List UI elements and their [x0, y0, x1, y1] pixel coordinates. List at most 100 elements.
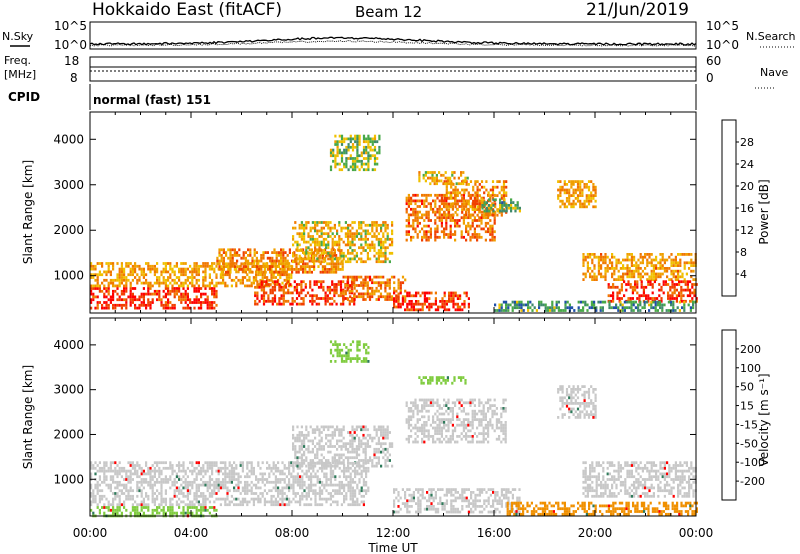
data-cell — [365, 483, 368, 487]
data-cell — [230, 494, 233, 498]
data-cell — [483, 185, 486, 189]
data-cell — [493, 219, 496, 222]
data-cell — [211, 262, 214, 265]
data-cell — [200, 466, 203, 470]
data-cell — [281, 469, 284, 473]
data-cell — [362, 286, 365, 290]
data-cell — [655, 272, 658, 276]
data-cell — [189, 276, 192, 279]
data-cell — [292, 489, 295, 493]
data-cell — [576, 199, 580, 203]
data-cell — [648, 261, 651, 265]
data-cell — [202, 494, 205, 498]
data-cell — [282, 288, 285, 292]
data-cell — [625, 283, 628, 286]
data-cell — [263, 267, 266, 271]
data-cell — [358, 246, 361, 250]
data-cell — [171, 289, 174, 293]
data-cell — [633, 258, 636, 262]
data-cell — [538, 303, 541, 307]
data-cell — [397, 286, 400, 290]
data-cell — [672, 306, 675, 310]
data-cell — [338, 243, 341, 247]
data-cell — [258, 259, 261, 263]
data-cell — [158, 492, 161, 495]
data-cell — [445, 197, 448, 200]
data-cell — [294, 240, 297, 244]
data-cell — [134, 472, 137, 476]
data-cell — [360, 221, 363, 224]
data-cell — [109, 295, 112, 299]
data-cell — [222, 478, 225, 481]
data-cell — [449, 227, 452, 231]
data-cell — [666, 269, 669, 273]
data-cell — [298, 223, 301, 227]
data-cell — [441, 305, 444, 309]
data-cell — [96, 303, 99, 307]
data-cell — [675, 299, 678, 303]
data-cell — [272, 500, 275, 504]
data-cell — [169, 289, 172, 293]
data-cell — [570, 202, 573, 206]
data-cell — [465, 227, 468, 231]
data-cell — [244, 489, 247, 493]
data-cell — [324, 251, 327, 254]
data-cell — [107, 267, 110, 271]
data-cell — [692, 264, 695, 267]
data-cell — [180, 292, 183, 296]
data-cell — [650, 258, 653, 262]
data-cell — [591, 253, 594, 256]
data-cell — [116, 276, 119, 279]
data-cell — [637, 267, 640, 270]
data-cell — [622, 264, 625, 267]
data-cell — [131, 494, 134, 498]
data-cell — [129, 486, 132, 490]
data-cell — [351, 157, 355, 160]
data-cell — [241, 500, 244, 504]
data-cell — [186, 267, 189, 271]
data-cell — [469, 224, 472, 228]
data-cell — [362, 237, 365, 241]
data-cell — [654, 309, 657, 312]
data-cell — [592, 185, 595, 189]
data-cell — [158, 461, 161, 465]
data-cell — [408, 300, 411, 303]
data-cell — [262, 294, 266, 298]
data-cell — [351, 497, 354, 501]
data-cell — [202, 262, 205, 265]
data-cell — [451, 233, 454, 236]
data-cell — [228, 472, 231, 476]
data-cell — [167, 303, 170, 307]
data-cell — [281, 492, 284, 495]
data-cell — [412, 221, 415, 225]
data-cell — [494, 205, 497, 209]
data-cell — [342, 289, 345, 293]
data-cell — [406, 294, 409, 298]
data-cell — [418, 210, 421, 214]
data-cell — [211, 306, 214, 310]
data-cell — [151, 464, 154, 467]
data-cell — [112, 503, 115, 507]
data-cell — [347, 157, 350, 160]
data-cell — [160, 486, 163, 490]
data-cell — [410, 305, 413, 309]
data-cell — [272, 480, 275, 484]
data-cell — [263, 472, 266, 476]
data-cell — [156, 497, 159, 501]
data-cell — [444, 171, 447, 174]
data-cell — [514, 206, 517, 210]
data-cell — [386, 292, 389, 296]
data-cell — [476, 238, 479, 242]
data-cell — [501, 201, 504, 204]
data-cell — [193, 287, 196, 290]
data-cell — [405, 202, 408, 206]
data-cell — [182, 486, 185, 490]
data-cell — [294, 461, 297, 465]
data-cell — [182, 298, 185, 302]
data-cell — [213, 486, 216, 490]
data-cell — [324, 297, 327, 300]
data-cell — [345, 475, 348, 479]
data-cell — [393, 305, 396, 309]
data-cell — [377, 223, 380, 227]
data-cell — [371, 140, 374, 144]
